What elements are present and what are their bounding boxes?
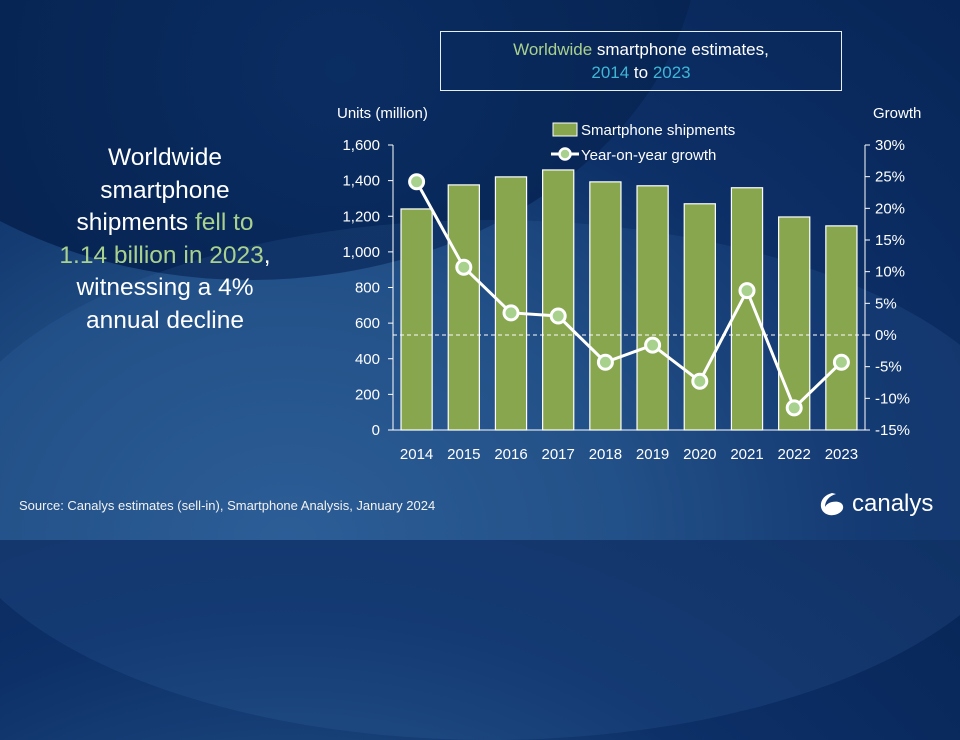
growth-point-2021 — [738, 282, 756, 300]
headline-highlight: 1.14 billion in 2023 — [59, 241, 264, 269]
growth-point-2022 — [785, 399, 803, 417]
y2-tick-label: 10% — [875, 264, 905, 281]
headline-line: witnessing a 4% — [76, 274, 254, 301]
y2-tick-label: -15% — [875, 422, 910, 439]
x-tick-label: 2016 — [494, 446, 527, 463]
title-start-year: 2014 — [591, 63, 630, 82]
y-tick-label: 1,600 — [342, 137, 380, 154]
growth-point-2019 — [644, 336, 662, 354]
y-tick-label: 0 — [372, 422, 380, 439]
x-tick-label: 2023 — [825, 446, 858, 463]
title-end-year: 2023 — [652, 63, 691, 82]
title-to: to — [629, 63, 653, 82]
bar-2020 — [683, 203, 716, 431]
growth-point-2020 — [691, 372, 709, 390]
y2-tick-label: 15% — [875, 232, 905, 249]
headline-line: Worldwide — [108, 144, 222, 171]
bar-2022 — [778, 216, 811, 431]
headline: Worldwide smartphone shipments fell to 1… — [20, 142, 310, 337]
title-worldwide: Worldwide — [513, 40, 593, 59]
y-tick-label: 1,000 — [342, 244, 380, 261]
y-tick-label: 1,400 — [342, 173, 380, 190]
y2-tick-label: 20% — [875, 200, 905, 217]
growth-point-2014 — [408, 173, 426, 191]
growth-point-2016 — [502, 304, 520, 322]
canalys-logo-text: canalys — [852, 490, 934, 517]
legend: Smartphone shipments Year-on-year growth — [551, 122, 735, 164]
headline-line: 1.14 billion in 2023, — [20, 240, 310, 273]
bar-2014 — [400, 208, 433, 431]
headline-text: shipments — [76, 209, 195, 236]
growth-point-2017 — [549, 307, 567, 325]
growth-point-2023 — [832, 353, 850, 371]
bar-2023 — [825, 225, 858, 431]
legend-bar-swatch — [552, 122, 578, 137]
combo-chart: Units (million) Growth 0 200 400 600 800 1,00… — [337, 105, 921, 463]
y-axis-label: Units (million) — [337, 105, 428, 122]
headline-highlight: fell to — [194, 209, 254, 236]
canalys-logo-icon — [820, 493, 844, 516]
chart-title-box: Worldwide smartphone estimates, 2014 to … — [440, 31, 842, 91]
growth-point-2018 — [596, 353, 614, 371]
y2-tick-label: 0% — [875, 327, 897, 344]
y-tick-label: 600 — [355, 315, 380, 332]
y2-axis-label: Growth — [873, 105, 921, 122]
bar-2018 — [589, 181, 622, 431]
y2-tick-label: 5% — [875, 295, 897, 312]
y2-tick-label: 25% — [875, 169, 905, 186]
bar-2015 — [447, 184, 480, 431]
legend-line-marker — [558, 147, 572, 161]
growth-line — [415, 181, 843, 411]
y2-tick-label: 30% — [875, 137, 905, 154]
bar-2019 — [636, 185, 669, 431]
x-tick-label: 2017 — [542, 446, 575, 463]
y-tick-label: 800 — [355, 280, 380, 297]
bar-2017 — [542, 169, 575, 431]
y-tick-label: 400 — [355, 351, 380, 368]
legend-bar-label: Smartphone shipments — [581, 122, 735, 139]
x-tick-label: 2018 — [589, 446, 622, 463]
x-tick-label: 2020 — [683, 446, 716, 463]
headline-text: , — [263, 241, 271, 269]
source-note: Source: Canalys estimates (sell-in), Sma… — [19, 498, 436, 513]
y2-tick-label: -5% — [875, 359, 902, 376]
canalys-logo: canalys — [818, 490, 933, 518]
y-tick-label: 1,200 — [342, 208, 380, 225]
x-tick-label: 2022 — [778, 446, 811, 463]
title-text: smartphone estimates, — [592, 40, 769, 59]
x-tick-label: 2021 — [730, 446, 763, 463]
y2-tick-label: -10% — [875, 390, 910, 407]
x-tick-label: 2019 — [636, 446, 669, 463]
growth-point-2015 — [455, 258, 473, 276]
x-tick-label: 2015 — [447, 446, 480, 463]
x-tick-label: 2014 — [400, 446, 433, 463]
headline-line: annual decline — [85, 306, 245, 334]
y-tick-label: 200 — [355, 386, 380, 403]
legend-line-label: Year-on-year growth — [581, 147, 716, 164]
headline-line: shipments fell to — [20, 207, 310, 240]
headline-line: smartphone — [100, 176, 230, 204]
